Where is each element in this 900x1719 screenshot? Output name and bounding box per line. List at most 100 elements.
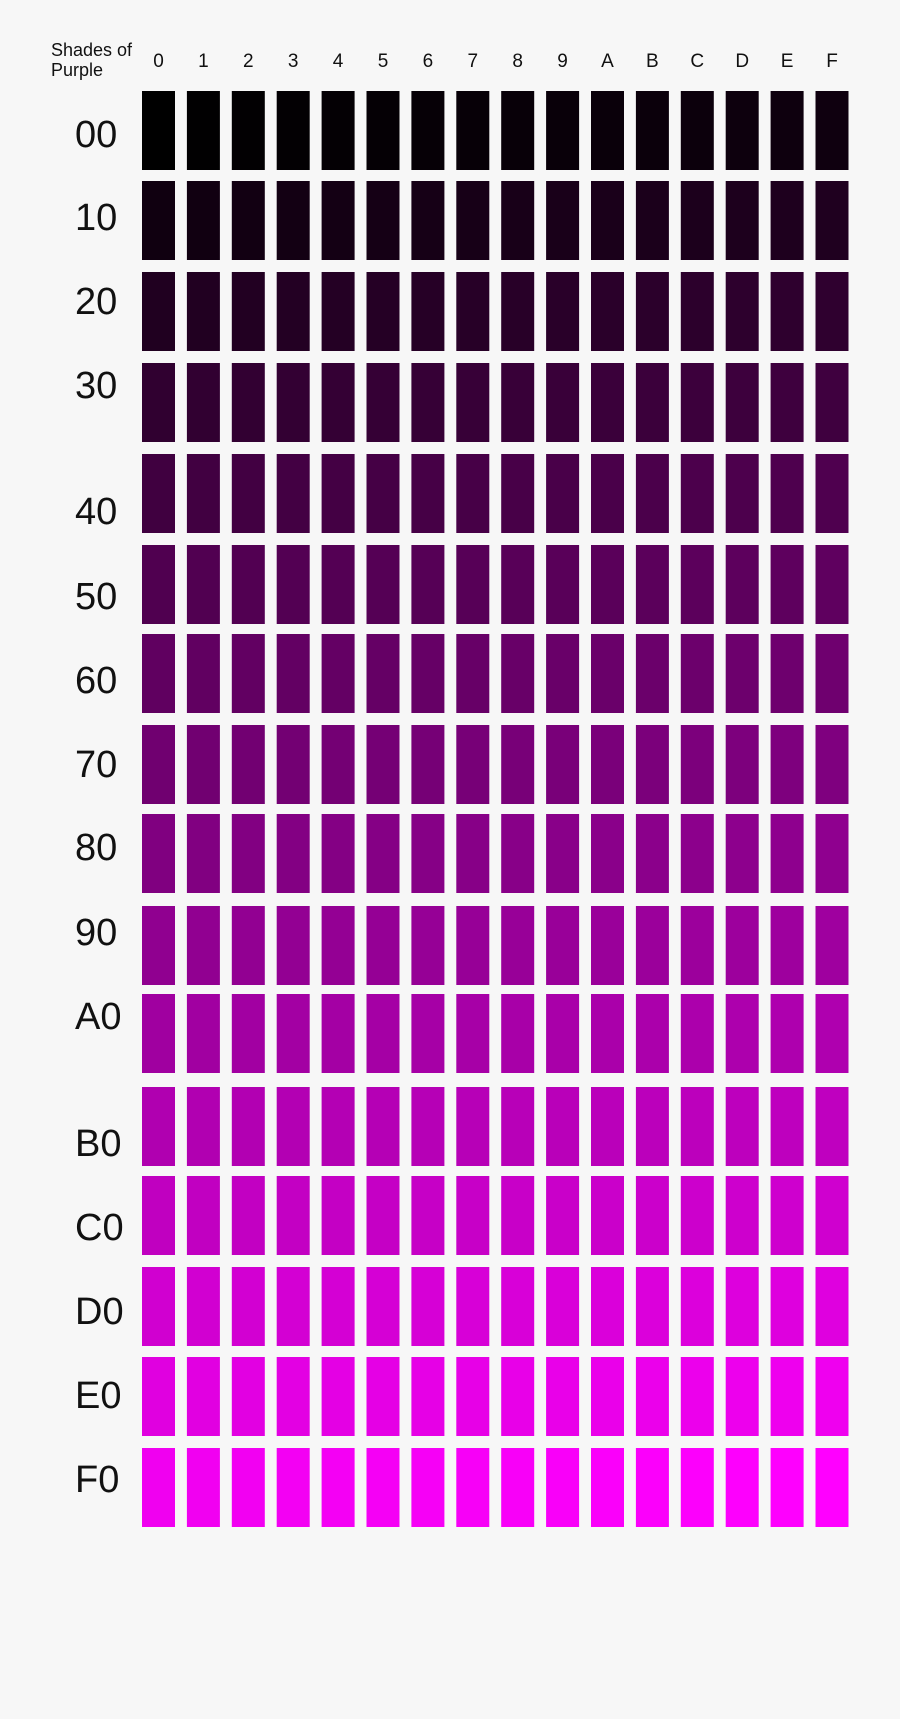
swatch bbox=[456, 272, 490, 351]
row-label: 70 bbox=[75, 744, 117, 786]
swatch bbox=[231, 181, 265, 260]
swatch bbox=[815, 363, 849, 442]
column-label: 3 bbox=[288, 51, 299, 72]
swatch bbox=[815, 181, 849, 260]
swatch bbox=[546, 906, 580, 985]
swatch bbox=[321, 994, 355, 1073]
swatch bbox=[770, 1357, 804, 1436]
swatch bbox=[276, 994, 310, 1073]
swatch bbox=[186, 994, 220, 1073]
swatch bbox=[231, 1087, 265, 1166]
swatch bbox=[591, 1087, 624, 1166]
swatch bbox=[366, 906, 400, 985]
swatch bbox=[635, 545, 669, 624]
row-label: 60 bbox=[75, 660, 117, 702]
swatch bbox=[635, 634, 669, 713]
swatch bbox=[276, 363, 310, 442]
swatch bbox=[321, 454, 355, 533]
swatch bbox=[276, 272, 310, 351]
swatch bbox=[321, 545, 355, 624]
swatch bbox=[725, 906, 759, 985]
swatch bbox=[725, 181, 759, 260]
swatch bbox=[456, 545, 490, 624]
swatch bbox=[680, 363, 714, 442]
swatch bbox=[635, 994, 669, 1073]
swatch bbox=[456, 634, 490, 713]
swatch bbox=[231, 454, 265, 533]
swatch bbox=[680, 545, 714, 624]
swatch bbox=[366, 1087, 400, 1166]
swatch bbox=[501, 906, 535, 985]
swatch bbox=[142, 363, 175, 442]
swatch bbox=[591, 454, 624, 533]
swatch bbox=[186, 725, 220, 804]
swatch bbox=[635, 91, 669, 170]
row-label: 50 bbox=[75, 576, 117, 618]
swatch bbox=[276, 1357, 310, 1436]
swatch bbox=[770, 545, 804, 624]
swatch bbox=[456, 906, 490, 985]
swatch bbox=[411, 906, 445, 985]
swatch bbox=[411, 725, 445, 804]
swatch bbox=[501, 181, 535, 260]
swatch bbox=[635, 1176, 669, 1255]
swatch bbox=[546, 1448, 580, 1527]
swatch bbox=[366, 91, 400, 170]
swatch bbox=[725, 454, 759, 533]
swatch bbox=[411, 363, 445, 442]
column-label: 9 bbox=[557, 51, 568, 72]
swatch bbox=[815, 91, 849, 170]
swatch bbox=[501, 725, 535, 804]
swatch bbox=[501, 1357, 535, 1436]
swatch bbox=[725, 545, 759, 624]
swatch bbox=[725, 634, 759, 713]
column-label: 2 bbox=[243, 51, 254, 72]
swatch bbox=[321, 272, 355, 351]
swatch bbox=[276, 725, 310, 804]
swatch bbox=[186, 1087, 220, 1166]
swatch bbox=[276, 91, 310, 170]
swatch bbox=[680, 1357, 714, 1436]
column-label: 1 bbox=[198, 51, 209, 72]
swatch bbox=[591, 272, 624, 351]
column-label: E bbox=[781, 51, 794, 72]
swatch bbox=[321, 1176, 355, 1255]
swatch bbox=[591, 994, 624, 1073]
swatch bbox=[186, 1448, 220, 1527]
swatch bbox=[231, 994, 265, 1073]
swatch bbox=[725, 91, 759, 170]
swatch bbox=[186, 454, 220, 533]
swatch bbox=[366, 814, 400, 893]
swatch bbox=[635, 363, 669, 442]
swatch bbox=[546, 91, 580, 170]
swatch bbox=[142, 725, 175, 804]
swatch bbox=[501, 545, 535, 624]
title-line: Shades of bbox=[51, 40, 133, 60]
swatch bbox=[591, 91, 624, 170]
swatch bbox=[680, 814, 714, 893]
swatch bbox=[231, 363, 265, 442]
swatch bbox=[635, 1448, 669, 1527]
swatch bbox=[815, 272, 849, 351]
column-label: 8 bbox=[512, 51, 523, 72]
swatch bbox=[411, 994, 445, 1073]
swatch bbox=[186, 634, 220, 713]
swatch bbox=[680, 725, 714, 804]
swatch bbox=[501, 634, 535, 713]
swatch bbox=[456, 1357, 490, 1436]
swatch bbox=[680, 1176, 714, 1255]
row-label: B0 bbox=[75, 1123, 121, 1165]
column-label: 7 bbox=[468, 51, 479, 72]
swatch bbox=[680, 1448, 714, 1527]
swatch bbox=[231, 545, 265, 624]
swatch bbox=[456, 1087, 490, 1166]
swatch bbox=[680, 181, 714, 260]
swatch bbox=[680, 91, 714, 170]
swatch bbox=[591, 906, 624, 985]
swatch bbox=[770, 1176, 804, 1255]
swatch bbox=[815, 906, 849, 985]
swatch bbox=[321, 1087, 355, 1166]
swatch bbox=[321, 181, 355, 260]
swatch bbox=[366, 181, 400, 260]
row-label: F0 bbox=[75, 1459, 119, 1501]
